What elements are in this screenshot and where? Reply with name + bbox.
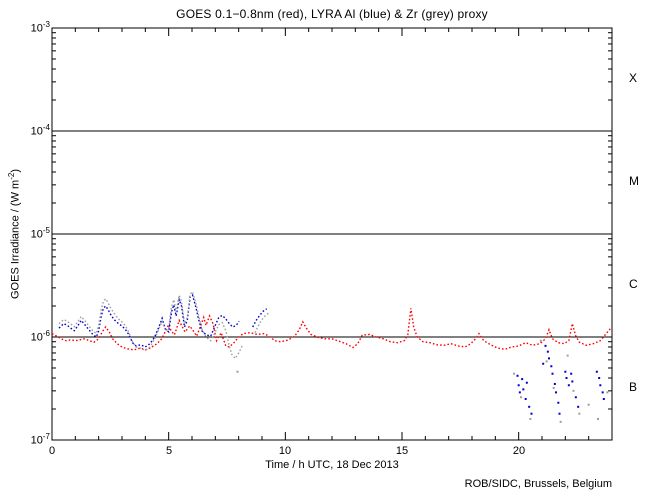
lyra-al-proxy-point xyxy=(548,357,550,360)
lyra-al-proxy-point xyxy=(546,350,549,353)
lyra-al-proxy-point xyxy=(517,384,520,387)
x-tick-10: 10 xyxy=(278,445,292,457)
lyra-al-proxy-point xyxy=(599,384,602,387)
y-tick-1e-6: 10-6 xyxy=(30,329,50,344)
flare-class-x: X xyxy=(629,71,638,85)
x-tick-5: 5 xyxy=(165,445,173,457)
x-tick-20: 20 xyxy=(512,445,526,457)
lyra-al-proxy-point xyxy=(574,396,577,399)
lyra-al-proxy-point xyxy=(595,370,598,373)
lyra-al-proxy-point xyxy=(598,376,601,379)
lyra-al-proxy-trace xyxy=(252,308,268,328)
flare-class-m: M xyxy=(629,174,639,188)
lyra-al-proxy-point xyxy=(525,381,528,384)
lyra-zr-proxy-point xyxy=(606,391,609,394)
flare-class-b: B xyxy=(629,380,638,394)
lyra-zr-proxy-point xyxy=(539,339,542,342)
y-tick-1e-7: 10-7 xyxy=(30,432,50,447)
lyra-al-proxy-point xyxy=(521,378,524,381)
lyra-zr-proxy-trace xyxy=(58,290,243,360)
lyra-al-proxy-point xyxy=(516,374,519,377)
lyra-al-proxy-point xyxy=(571,380,574,383)
lyra-al-proxy-point xyxy=(518,391,521,394)
lyra-zr-proxy-point xyxy=(566,354,569,357)
lyra-al-proxy-point xyxy=(551,372,554,375)
x-tick-0: 0 xyxy=(48,445,56,457)
lyra-al-proxy-point xyxy=(555,391,557,394)
lyra-al-proxy-point xyxy=(550,365,553,368)
lyra-zr-proxy-point xyxy=(587,403,590,406)
lyra-al-proxy-point xyxy=(564,370,567,373)
x-axis-label: Time / h UTC, 18 Dec 2013 xyxy=(265,459,399,471)
lyra-zr-proxy-point xyxy=(578,412,581,415)
lyra-zr-proxy-point xyxy=(572,389,575,392)
lyra-al-proxy-point xyxy=(557,401,560,404)
y-tick-1e-5: 10-5 xyxy=(30,226,50,241)
lyra-al-proxy-point xyxy=(553,382,556,385)
y-axis-label-close: ) xyxy=(9,169,22,173)
lyra-al-proxy-point xyxy=(522,388,525,391)
lyra-al-proxy-point xyxy=(542,362,545,365)
credit-text: ROB/SIDC, Brussels, Belgium xyxy=(464,478,612,490)
goes-0-1-0-8nm-trace xyxy=(51,308,612,351)
x-tick-15: 15 xyxy=(395,445,409,457)
lyra-al-proxy-point xyxy=(565,376,568,379)
lyra-zr-proxy-point xyxy=(559,420,562,423)
lyra-zr-proxy-point xyxy=(597,417,599,420)
lyra-al-proxy-point xyxy=(570,372,573,375)
lyra-al-proxy-point xyxy=(558,412,561,415)
lyra-al-proxy-point xyxy=(602,398,605,401)
y-tick-1e-4: 10-4 xyxy=(30,123,50,138)
lyra-zr-proxy-point xyxy=(236,370,239,373)
y-tick-1e-3: 10-3 xyxy=(30,20,50,35)
lyra-zr-proxy-trace xyxy=(254,312,270,333)
lyra-zr-proxy-point xyxy=(529,417,532,420)
lyra-al-proxy-point xyxy=(530,412,533,415)
lyra-al-proxy-point xyxy=(544,344,547,347)
lyra-al-proxy-point xyxy=(528,405,531,408)
lyra-zr-proxy-point xyxy=(552,386,555,389)
lyra-al-proxy-point xyxy=(601,391,604,394)
flare-class-c: C xyxy=(629,277,638,291)
chart-title: GOES 0.1−0.8nm (red), LYRA Al (blue) & Z… xyxy=(176,7,488,21)
lyra-zr-proxy-point xyxy=(545,360,548,363)
lyra-al-proxy-trace xyxy=(58,293,240,348)
y-axis-label-exponent: -2 xyxy=(7,172,16,180)
lyra-zr-proxy-point xyxy=(513,372,515,375)
lyra-al-proxy-point xyxy=(577,405,580,408)
lyra-al-proxy-point xyxy=(524,398,527,401)
lyra-al-proxy-point xyxy=(567,384,570,387)
lyra-zr-proxy-point xyxy=(520,396,522,399)
